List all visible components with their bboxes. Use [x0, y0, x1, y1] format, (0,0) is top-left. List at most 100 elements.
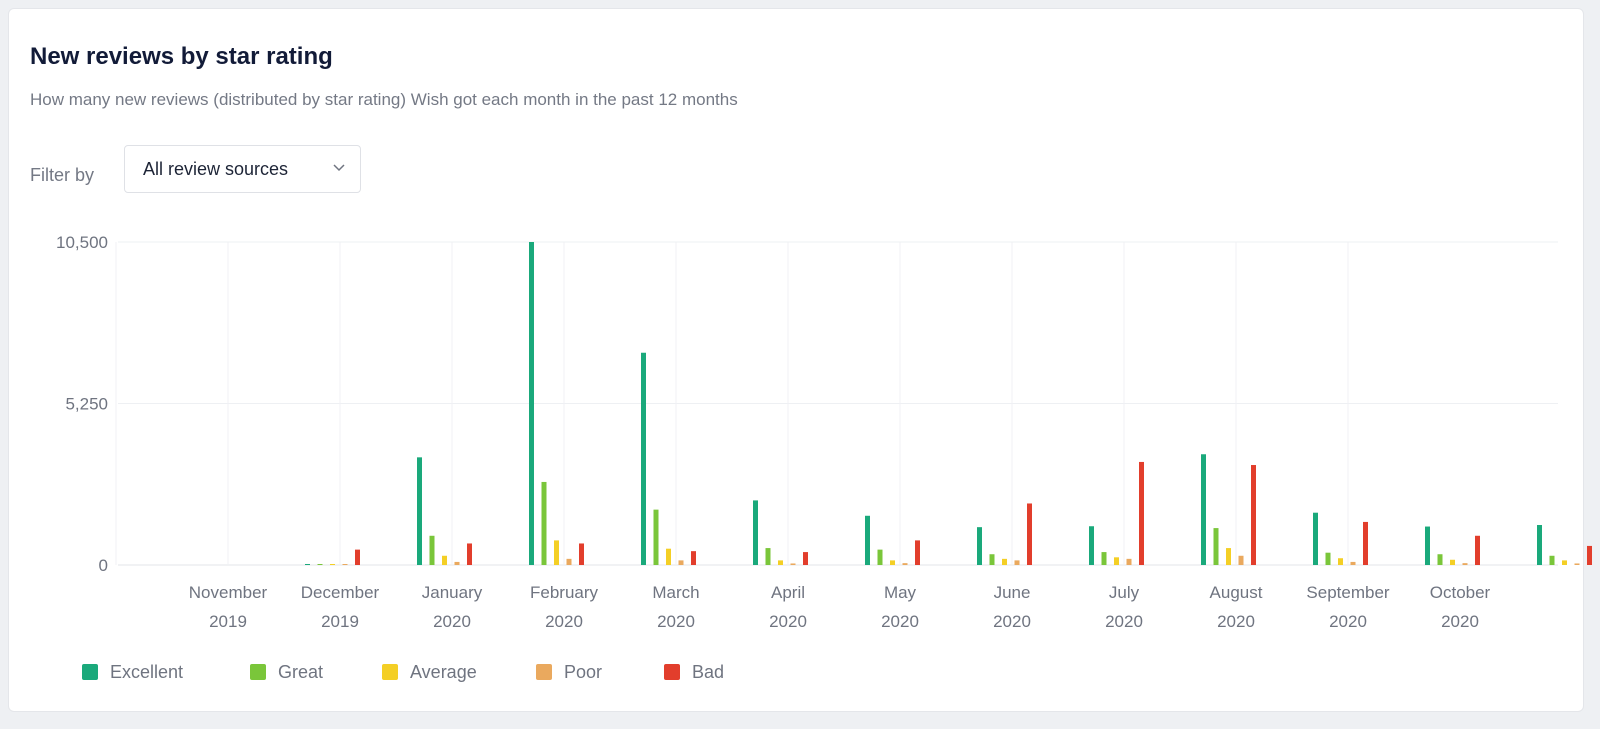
bar-bad-september [1475, 535, 1480, 565]
bar-great-october [1549, 555, 1555, 565]
bar-bad-february [691, 551, 696, 565]
bar-average-april [890, 560, 895, 565]
bar-great-july [1213, 528, 1219, 565]
legend-label: Great [278, 662, 324, 682]
legend-label: Bad [692, 662, 725, 682]
bar-average-november [330, 564, 335, 565]
bar-great-april [877, 549, 883, 565]
bar-average-december [442, 555, 447, 565]
bar-average-august [1338, 558, 1343, 565]
bar-great-august [1325, 552, 1331, 565]
bar-excellent-january [529, 242, 534, 565]
bar-poor-november [342, 564, 348, 565]
x-tick-label: 2020 [769, 612, 807, 631]
bar-average-june [1114, 557, 1119, 565]
bar-average-july [1226, 548, 1231, 565]
review-source-dropdown[interactable]: All review sources [124, 145, 361, 193]
bar-bad-december [467, 543, 472, 565]
bar-poor-june [1126, 558, 1132, 565]
bar-excellent-july [1201, 454, 1206, 565]
legend-swatch [82, 664, 98, 680]
x-tick-label: 2019 [321, 612, 359, 631]
bar-great-may [989, 554, 995, 565]
bar-poor-february [678, 560, 684, 565]
bar-excellent-november [305, 564, 310, 565]
x-tick-label: 2020 [1217, 612, 1255, 631]
bar-poor-august [1350, 561, 1356, 565]
bar-poor-october [1574, 563, 1580, 565]
x-tick-label: 2020 [1441, 612, 1479, 631]
x-tick-label: 2020 [1105, 612, 1143, 631]
bar-average-may [1002, 558, 1007, 565]
bar-excellent-march [753, 500, 758, 565]
bar-poor-september [1462, 563, 1468, 565]
x-tick-label: July [1109, 583, 1140, 602]
dropdown-selected-value: All review sources [143, 159, 289, 179]
bar-excellent-april [865, 515, 870, 565]
x-tick-label: August [1210, 583, 1263, 602]
bar-bad-march [803, 552, 808, 565]
chart-card [8, 8, 1584, 712]
x-tick-label: 2020 [545, 612, 583, 631]
x-tick-label: 2020 [433, 612, 471, 631]
bar-poor-december [454, 561, 460, 565]
bar-average-september [1450, 559, 1455, 565]
bar-bad-august [1363, 521, 1368, 565]
chart-title: New reviews by star rating [30, 43, 333, 70]
bar-poor-july [1238, 555, 1244, 565]
x-tick-label: 2020 [657, 612, 695, 631]
x-tick-label: December [301, 583, 380, 602]
legend-swatch [664, 664, 680, 680]
x-tick-label: 2020 [1329, 612, 1367, 631]
y-tick-label: 5,250 [65, 395, 108, 414]
x-tick-label: September [1306, 583, 1389, 602]
x-tick-label: 2020 [881, 612, 919, 631]
bar-great-june [1101, 552, 1107, 565]
legend-label: Average [410, 662, 477, 682]
y-tick-label: 0 [99, 556, 108, 575]
bar-bad-june [1139, 461, 1144, 565]
bar-great-january [541, 481, 547, 565]
bar-excellent-may [977, 527, 982, 565]
bar-excellent-february [641, 352, 646, 565]
x-tick-label: October [1430, 583, 1491, 602]
legend-swatch [250, 664, 266, 680]
bar-average-january [554, 540, 559, 565]
bar-bad-october [1587, 545, 1592, 565]
bar-bad-january [579, 543, 584, 565]
bar-poor-april [902, 563, 908, 565]
bar-great-march [765, 548, 771, 565]
x-tick-label: January [422, 583, 483, 602]
bar-excellent-december [417, 457, 422, 565]
y-tick-label: 10,500 [56, 233, 108, 252]
bar-poor-may [1014, 560, 1020, 565]
bar-average-october [1562, 560, 1567, 565]
bar-average-march [778, 560, 783, 565]
bar-poor-march [790, 563, 796, 565]
bar-excellent-august [1313, 512, 1318, 565]
bar-great-february [653, 509, 659, 565]
x-tick-label: 2020 [993, 612, 1031, 631]
x-tick-label: April [771, 583, 805, 602]
x-tick-label: May [884, 583, 917, 602]
bar-great-december [429, 535, 435, 565]
legend-label: Poor [564, 662, 603, 682]
x-tick-label: June [994, 583, 1031, 602]
x-tick-label: 2019 [209, 612, 247, 631]
bar-bad-november [355, 549, 360, 565]
x-tick-label: November [189, 583, 268, 602]
filter-label: Filter by [30, 165, 95, 185]
legend-label: Excellent [110, 662, 184, 682]
x-tick-label: March [652, 583, 699, 602]
x-tick-label: February [530, 583, 599, 602]
bar-bad-may [1027, 503, 1032, 565]
legend-swatch [536, 664, 552, 680]
bar-excellent-october [1537, 525, 1542, 565]
chart-subtitle: How many new reviews (distributed by sta… [30, 90, 738, 109]
bar-great-september [1437, 554, 1443, 565]
bar-bad-april [915, 540, 920, 565]
chevron-down-icon [333, 164, 345, 172]
bar-great-november [317, 564, 323, 565]
bar-average-february [666, 548, 671, 565]
